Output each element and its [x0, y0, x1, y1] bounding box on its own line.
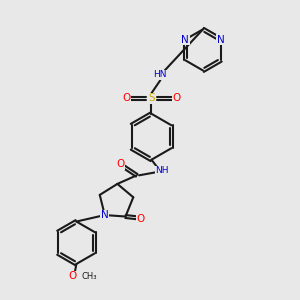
Text: N: N: [217, 34, 225, 45]
Text: N: N: [181, 34, 189, 45]
Text: NH: NH: [155, 167, 169, 176]
Text: O: O: [136, 214, 144, 224]
Text: CH₃: CH₃: [81, 272, 97, 281]
Text: O: O: [122, 94, 130, 103]
Text: S: S: [148, 94, 155, 103]
Text: O: O: [172, 94, 181, 103]
Text: N: N: [101, 210, 109, 220]
Text: O: O: [116, 159, 125, 169]
Text: O: O: [69, 271, 77, 281]
Text: HN: HN: [154, 70, 167, 80]
